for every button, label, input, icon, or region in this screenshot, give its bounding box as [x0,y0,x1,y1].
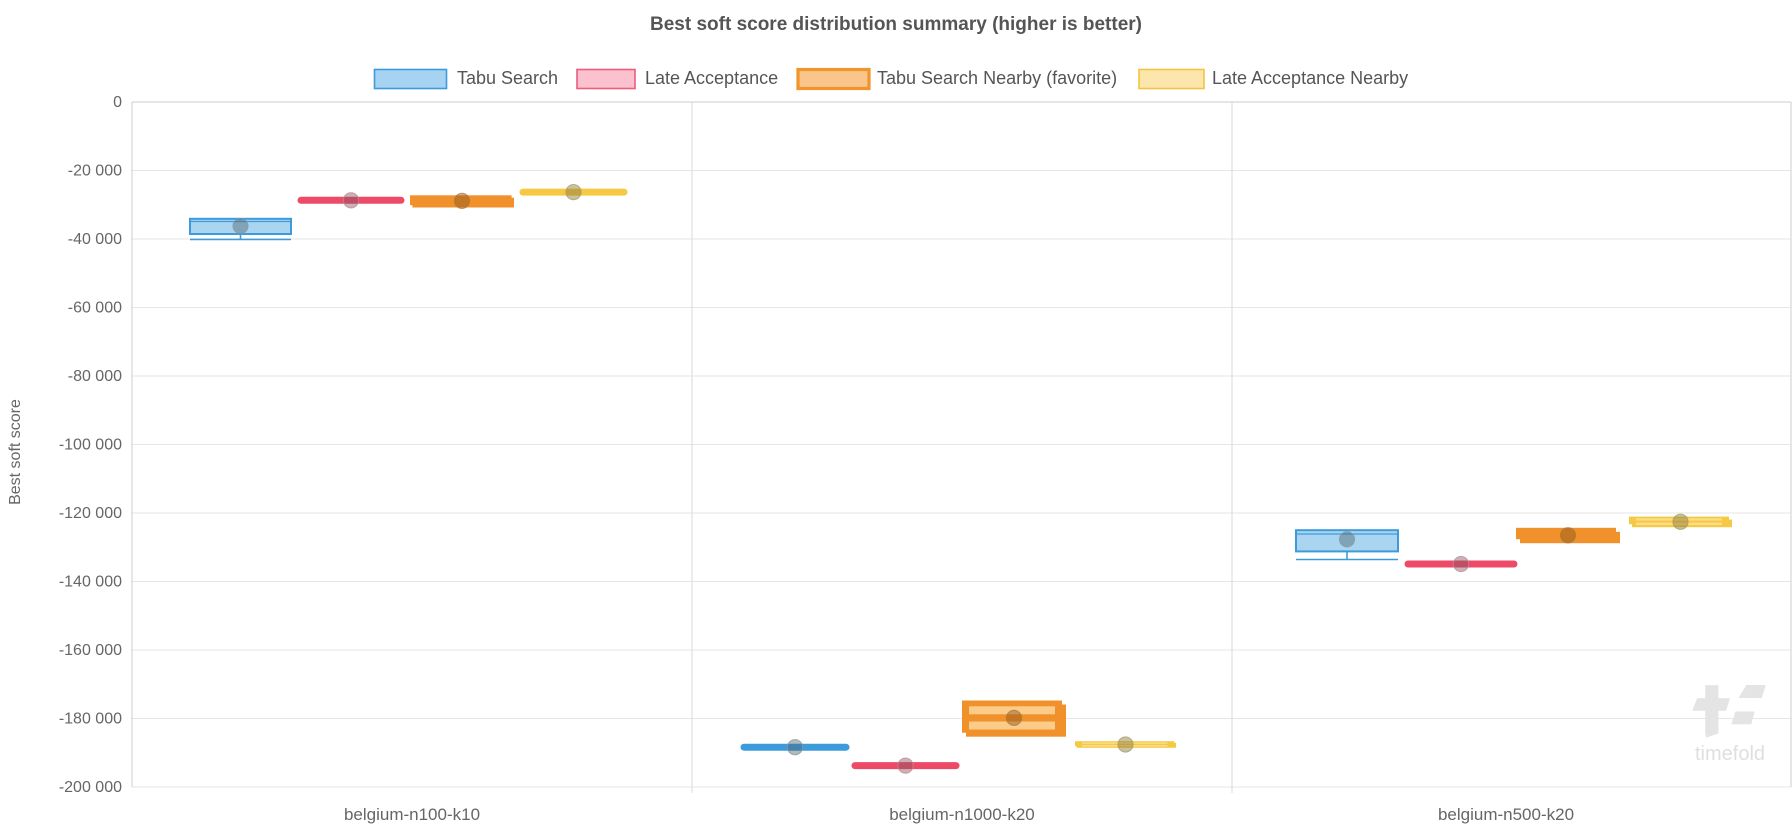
svg-text:-80 000: -80 000 [68,368,122,385]
svg-text:Best soft score: Best soft score [7,399,24,505]
svg-text:-160 000: -160 000 [59,642,122,659]
svg-text:-140 000: -140 000 [59,574,122,591]
svg-text:timefold: timefold [1695,743,1765,765]
svg-text:-120 000: -120 000 [59,505,122,522]
svg-text:Late Acceptance Nearby: Late Acceptance Nearby [1212,68,1408,88]
svg-text:belgium-n500-k20: belgium-n500-k20 [1438,805,1574,824]
svg-text:Late Acceptance: Late Acceptance [645,68,778,88]
svg-text:belgium-n100-k10: belgium-n100-k10 [344,805,480,824]
svg-text:-200 000: -200 000 [59,779,122,796]
svg-text:-20 000: -20 000 [68,163,122,180]
svg-text:Tabu Search Nearby (favorite): Tabu Search Nearby (favorite) [877,68,1117,88]
svg-text:-100 000: -100 000 [59,437,122,454]
svg-text:-40 000: -40 000 [68,231,122,248]
svg-text:Tabu Search: Tabu Search [457,68,558,88]
svg-text:0: 0 [113,94,122,111]
svg-text:-180 000: -180 000 [59,711,122,728]
svg-text:-60 000: -60 000 [68,300,122,317]
svg-text:belgium-n1000-k20: belgium-n1000-k20 [889,805,1035,824]
